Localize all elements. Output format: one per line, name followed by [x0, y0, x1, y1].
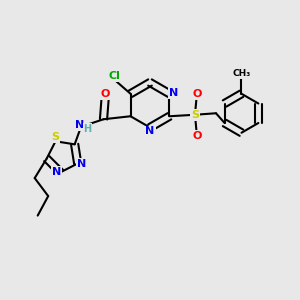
- Text: O: O: [192, 89, 202, 99]
- Text: N: N: [75, 120, 84, 130]
- Text: N: N: [146, 126, 154, 136]
- Text: O: O: [101, 89, 110, 99]
- Text: N: N: [169, 88, 178, 98]
- Text: Cl: Cl: [108, 71, 120, 81]
- Text: N: N: [77, 159, 86, 169]
- Text: N: N: [52, 167, 62, 177]
- Text: CH₃: CH₃: [232, 69, 250, 78]
- Text: H: H: [84, 124, 92, 134]
- Text: S: S: [51, 132, 59, 142]
- Text: O: O: [192, 131, 202, 141]
- Text: S: S: [191, 110, 199, 120]
